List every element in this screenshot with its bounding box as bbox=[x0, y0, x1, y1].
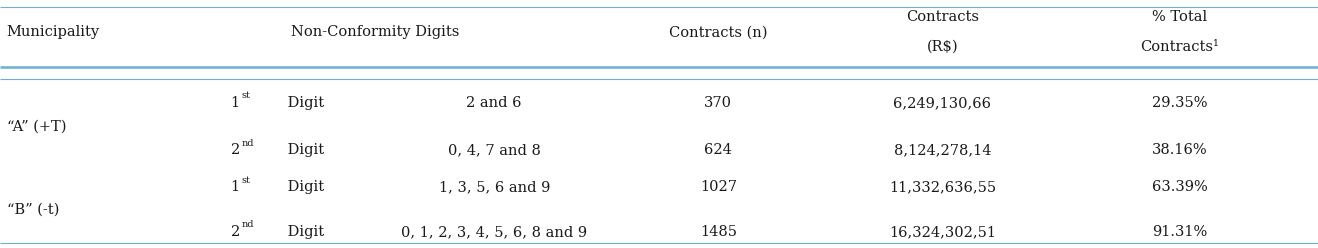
Text: 624: 624 bbox=[704, 143, 733, 157]
Text: 0, 1, 2, 3, 4, 5, 6, 8 and 9: 0, 1, 2, 3, 4, 5, 6, 8 and 9 bbox=[401, 225, 588, 239]
Text: st: st bbox=[241, 176, 250, 185]
Text: 1485: 1485 bbox=[700, 225, 737, 239]
Text: 1: 1 bbox=[231, 96, 240, 110]
Text: Digit: Digit bbox=[283, 96, 324, 110]
Text: (R$): (R$) bbox=[927, 40, 958, 54]
Text: nd: nd bbox=[241, 139, 253, 148]
Text: 16,324,302,51: 16,324,302,51 bbox=[888, 225, 996, 239]
Text: % Total: % Total bbox=[1152, 10, 1207, 24]
Text: 38.16%: 38.16% bbox=[1152, 143, 1207, 157]
Text: 1027: 1027 bbox=[700, 180, 737, 194]
Text: 6,249,130,66: 6,249,130,66 bbox=[894, 96, 991, 110]
Text: “A” (+T): “A” (+T) bbox=[7, 120, 66, 133]
Text: 2: 2 bbox=[231, 225, 240, 239]
Text: “B” (-t): “B” (-t) bbox=[7, 203, 59, 217]
Text: Digit: Digit bbox=[283, 225, 324, 239]
Text: Contracts: Contracts bbox=[905, 10, 979, 24]
Text: nd: nd bbox=[241, 220, 253, 229]
Text: 63.39%: 63.39% bbox=[1152, 180, 1207, 194]
Text: Non-Conformity Digits: Non-Conformity Digits bbox=[291, 25, 460, 39]
Text: 29.35%: 29.35% bbox=[1152, 96, 1207, 110]
Text: 1, 3, 5, 6 and 9: 1, 3, 5, 6 and 9 bbox=[439, 180, 550, 194]
Text: Digit: Digit bbox=[283, 143, 324, 157]
Text: 2: 2 bbox=[231, 143, 240, 157]
Text: Digit: Digit bbox=[283, 180, 324, 194]
Text: 2 and 6: 2 and 6 bbox=[467, 96, 522, 110]
Text: 91.31%: 91.31% bbox=[1152, 225, 1207, 239]
Text: Contracts (n): Contracts (n) bbox=[670, 25, 767, 39]
Text: st: st bbox=[241, 92, 250, 100]
Text: Municipality: Municipality bbox=[7, 25, 100, 39]
Text: 1: 1 bbox=[231, 180, 240, 194]
Text: Contracts¹: Contracts¹ bbox=[1140, 40, 1219, 54]
Text: 370: 370 bbox=[704, 96, 733, 110]
Text: 0, 4, 7 and 8: 0, 4, 7 and 8 bbox=[448, 143, 540, 157]
Text: 8,124,278,14: 8,124,278,14 bbox=[894, 143, 991, 157]
Text: 11,332,636,55: 11,332,636,55 bbox=[888, 180, 996, 194]
